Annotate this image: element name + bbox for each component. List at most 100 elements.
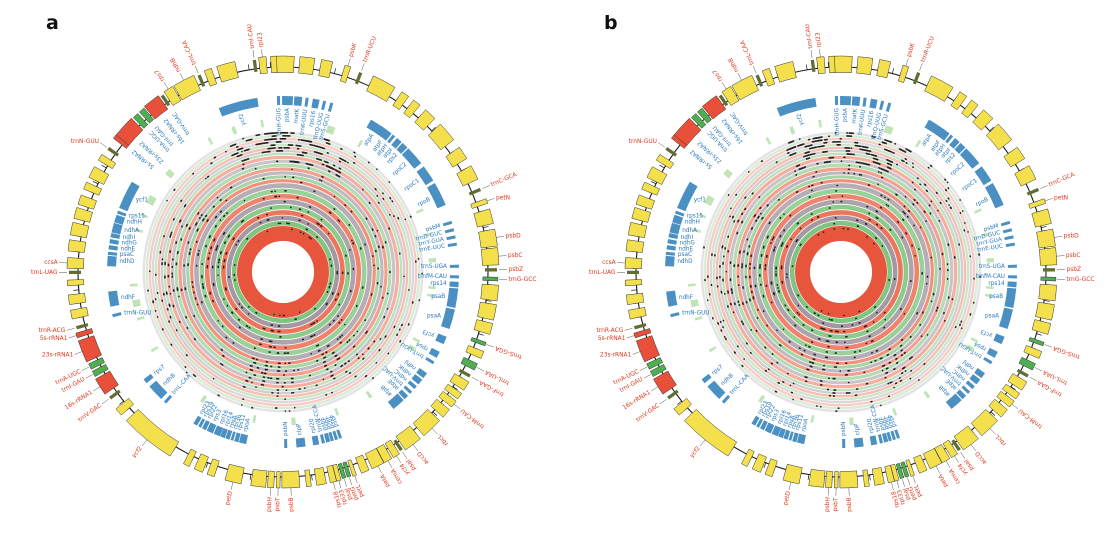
svg-text:atpA: atpA bbox=[363, 133, 375, 147]
svg-text:trnG-GCC: trnG-GCC bbox=[508, 277, 536, 283]
svg-text:trnR-ACG: trnR-ACG bbox=[38, 328, 65, 334]
svg-text:petD: petD bbox=[783, 490, 792, 506]
svg-text:psbN: psbN bbox=[841, 421, 847, 436]
svg-text:petN: petN bbox=[1054, 195, 1068, 201]
svg-text:trnR-UCU: trnR-UCU bbox=[363, 36, 378, 63]
svg-text:psbB: psbB bbox=[289, 497, 296, 512]
svg-text:rps8: rps8 bbox=[787, 415, 797, 429]
figure-panel-a: a psbK trnR-UCU trnC-GCA petN psbD psbC psbZ tr… bbox=[31, 12, 536, 512]
svg-text:trnN-GUU: trnN-GUU bbox=[71, 139, 99, 145]
svg-text:rps18: rps18 bbox=[333, 490, 343, 508]
svg-text:ndhF: ndhF bbox=[679, 295, 693, 301]
svg-text:psbJ: psbJ bbox=[885, 416, 894, 429]
svg-text:psbC: psbC bbox=[1066, 253, 1081, 259]
svg-text:rpl14: rpl14 bbox=[224, 411, 235, 427]
svg-text:ndhB: ndhB bbox=[170, 57, 182, 73]
svg-text:16s-rRNA1: 16s-rRNA1 bbox=[622, 390, 652, 412]
svg-text:rpl36: rpl36 bbox=[791, 414, 801, 430]
svg-text:psaB: psaB bbox=[989, 294, 1003, 300]
svg-text:psbT: psbT bbox=[833, 497, 839, 512]
svg-text:rps3: rps3 bbox=[770, 408, 781, 422]
svg-text:ycf4: ycf4 bbox=[957, 462, 969, 476]
svg-text:trnM-CAU: trnM-CAU bbox=[1018, 407, 1044, 429]
svg-text:psaA: psaA bbox=[427, 314, 441, 320]
svg-text:trnfM-CAU: trnfM-CAU bbox=[976, 274, 1005, 280]
svg-text:ndhG: ndhG bbox=[122, 241, 137, 247]
figure-panel-b: b psbK trnR-UCU trnC-GCA petN psbD psbC psbZ tr… bbox=[558, 0, 1116, 539]
svg-text:psbD: psbD bbox=[1064, 233, 1080, 239]
snp-dots bbox=[147, 131, 423, 412]
svg-text:ccsA: ccsA bbox=[44, 260, 58, 266]
svg-text:rps11: rps11 bbox=[795, 414, 805, 432]
svg-text:ndhG: ndhG bbox=[680, 241, 695, 247]
svg-text:matK: matK bbox=[293, 108, 300, 124]
svg-text:psaB: psaB bbox=[431, 294, 445, 300]
svg-text:ycf1: ycf1 bbox=[694, 197, 706, 203]
svg-text:rps3: rps3 bbox=[212, 408, 223, 422]
svg-text:ycf2: ycf2 bbox=[689, 445, 702, 459]
svg-text:trnC-GCA: trnC-GCA bbox=[1048, 172, 1076, 188]
svg-text:psbH: psbH bbox=[825, 497, 832, 512]
variant-density-rings bbox=[700, 131, 982, 413]
svg-text:trnL-CAA: trnL-CAA bbox=[182, 39, 198, 65]
svg-text:psbF: psbF bbox=[888, 413, 898, 428]
svg-text:ndhI: ndhI bbox=[681, 235, 694, 241]
svg-text:accD: accD bbox=[974, 450, 988, 466]
svg-text:trnN-GUU: trnN-GUU bbox=[682, 310, 709, 316]
svg-text:ccsA: ccsA bbox=[602, 260, 616, 266]
svg-text:atpI: atpI bbox=[382, 147, 394, 159]
svg-text:trnfM-CAU: trnfM-CAU bbox=[418, 274, 447, 280]
svg-text:trnG-GCC: trnG-GCC bbox=[1066, 277, 1094, 283]
svg-text:rps7: rps7 bbox=[712, 68, 724, 82]
svg-text:rpl36: rpl36 bbox=[233, 414, 243, 430]
svg-text:petL: petL bbox=[913, 483, 923, 498]
svg-text:rpl23: rpl23 bbox=[815, 32, 822, 48]
svg-text:petA: petA bbox=[380, 473, 391, 488]
svg-text:rpoC1: rpoC1 bbox=[961, 178, 979, 193]
svg-text:petG: petG bbox=[908, 485, 918, 501]
snp-dots bbox=[703, 132, 981, 412]
svg-text:5s-rRNA1: 5s-rRNA1 bbox=[40, 336, 68, 342]
svg-text:rps7: rps7 bbox=[153, 364, 167, 377]
outer-gene-boxes bbox=[624, 55, 1058, 489]
svg-text:ndhH: ndhH bbox=[127, 220, 142, 226]
svg-text:rps8: rps8 bbox=[229, 415, 239, 429]
svg-text:psbL: psbL bbox=[323, 415, 333, 430]
svg-text:rpoC2: rpoC2 bbox=[392, 161, 409, 177]
svg-text:ycf2: ycf2 bbox=[238, 112, 247, 126]
svg-text:trnI-CAU: trnI-CAU bbox=[247, 24, 256, 49]
svg-text:ndhD: ndhD bbox=[677, 259, 693, 265]
svg-text:petL: petL bbox=[355, 483, 365, 498]
outer-gene-boxes bbox=[66, 55, 500, 489]
svg-text:petN: petN bbox=[496, 195, 510, 201]
svg-text:rpoA: rpoA bbox=[801, 418, 810, 432]
svg-text:psaC: psaC bbox=[120, 252, 134, 258]
svg-text:psbM: psbM bbox=[425, 223, 441, 233]
inner-gene-arcs bbox=[665, 95, 1017, 448]
svg-text:psaA: psaA bbox=[985, 314, 999, 320]
svg-text:trnY-GUA: trnY-GUA bbox=[418, 237, 444, 248]
svg-text:atpA: atpA bbox=[921, 133, 933, 147]
svg-text:matK: matK bbox=[851, 108, 858, 124]
svg-text:psbD: psbD bbox=[506, 233, 522, 239]
svg-text:psaJ: psaJ bbox=[345, 487, 354, 501]
svg-text:ycf2: ycf2 bbox=[131, 445, 144, 459]
svg-text:rps14: rps14 bbox=[988, 281, 1005, 287]
svg-text:trnM-CAU: trnM-CAU bbox=[460, 407, 486, 429]
svg-text:trnR-ACG: trnR-ACG bbox=[596, 328, 623, 334]
svg-text:psbK: psbK bbox=[906, 42, 916, 58]
svg-text:trnK-UUU: trnK-UUU bbox=[858, 109, 867, 135]
svg-text:16s-rRNA1: 16s-rRNA1 bbox=[64, 390, 94, 412]
svg-text:trnE-UUC: trnE-UUC bbox=[977, 244, 1004, 254]
svg-text:psbA: psbA bbox=[842, 108, 848, 122]
inner-gene-arcs bbox=[107, 95, 459, 448]
svg-text:rps7: rps7 bbox=[711, 364, 725, 377]
svg-text:ycf3: ycf3 bbox=[422, 328, 436, 338]
genome-plot: psbK trnR-UCU trnC-GCA petN psbD psbC psbZ trnG… bbox=[589, 24, 1094, 513]
svg-text:rpl33: rpl33 bbox=[897, 489, 907, 506]
svg-text:psaJ: psaJ bbox=[903, 487, 912, 501]
panel-letter-b: b bbox=[604, 12, 618, 34]
svg-text:trnH-GUG: trnH-GUG bbox=[834, 108, 841, 136]
svg-text:ycf1: ycf1 bbox=[136, 197, 148, 203]
